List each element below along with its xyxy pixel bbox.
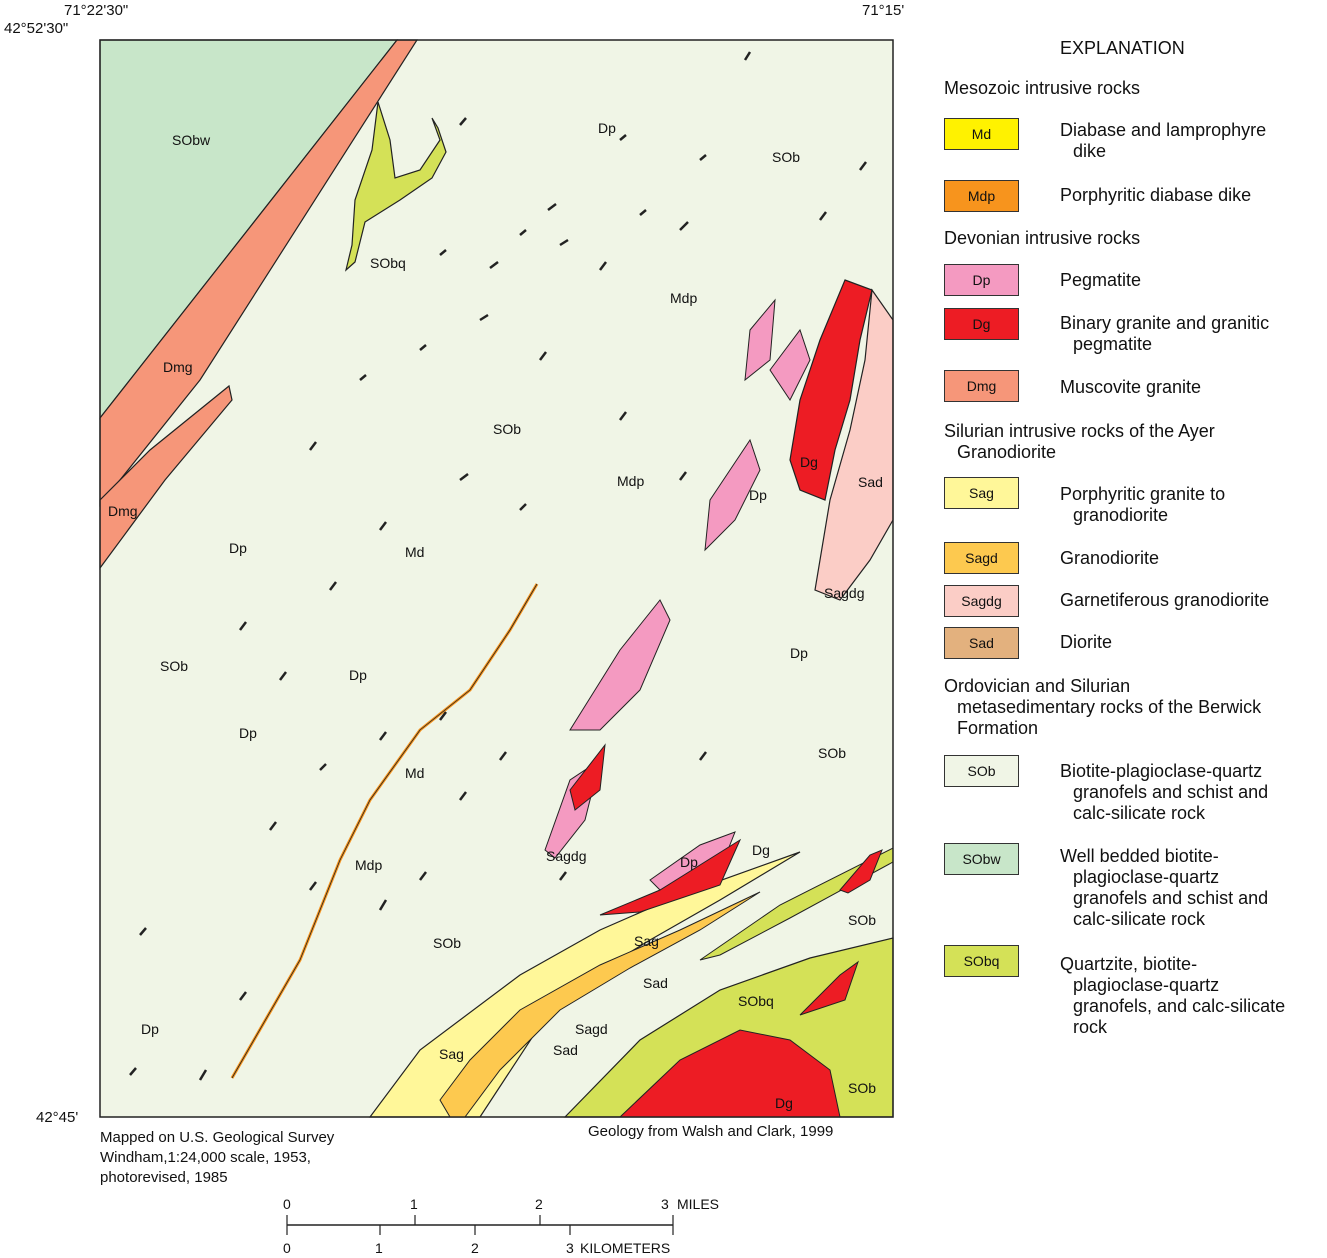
legend-swatch-sag: Sag [944, 477, 1019, 509]
label-sobq: SObq [370, 255, 406, 271]
legend-desc-md: Diabase and lamprophyre dike [1060, 120, 1267, 161]
label-sob: SOb [493, 421, 521, 437]
legend-group-ordovician: Ordovician and Silurian metasedimentary … [944, 676, 1262, 738]
unit-dp-area [744, 298, 776, 382]
label-md: Md [405, 765, 424, 781]
scale-km-3: 3 [566, 1240, 574, 1256]
legend-desc-dmg: Muscovite granite [1060, 377, 1202, 397]
label-sag: Sag [439, 1046, 464, 1062]
legend-desc-mdp: Porphyritic diabase dike [1060, 185, 1252, 205]
label-sob: SOb [433, 935, 461, 951]
map-border [99, 39, 894, 1118]
label-mdp: Mdp [670, 290, 697, 306]
label-sob: SOb [818, 745, 846, 761]
legend-swatch-sagdg: Sagdg [944, 585, 1019, 617]
scale-miles-unit: MILES [677, 1196, 720, 1212]
label-sobq: SObq [738, 993, 774, 1009]
label-dp: Dp [680, 854, 698, 870]
label-dmg: Dmg [108, 503, 138, 519]
legend-swatch-sad: Sad [944, 627, 1019, 659]
geology-credit: Geology from Walsh and Clark, 1999 [588, 1123, 834, 1140]
legend-swatch-dg: Dg [944, 308, 1019, 340]
unit-dg-area [789, 279, 873, 501]
scale-mile-1: 1 [410, 1196, 418, 1212]
unit-dp-area-3 [569, 599, 671, 731]
legend-desc-sag: Porphyritic granite to granodiorite [1060, 484, 1226, 525]
geologic-map: SObw SOb SOb SOb SOb SOb SOb SOb SObq SO… [99, 39, 894, 1118]
label-mdp: Mdp [355, 857, 382, 873]
label-dp: Dp [229, 540, 247, 556]
label-sob: SOb [848, 1080, 876, 1096]
legend-desc-sagdg: Garnetiferous granodiorite [1060, 590, 1270, 610]
label-dmg: Dmg [163, 359, 193, 375]
unit-dg-lens-4 [799, 960, 859, 1016]
coord-top-left-lon: 71°22'30" [64, 2, 129, 19]
legend-group-mesozoic: Mesozoic intrusive rocks [944, 78, 1141, 98]
scale-mile-3: 3 [661, 1196, 669, 1212]
legend-desc-sobw: Well bedded biotite-plagioclase-quartz gr… [1060, 846, 1269, 929]
label-sad: Sad [553, 1042, 578, 1058]
legend-swatch-sobw: SObw [944, 843, 1019, 875]
legend-title: EXPLANATION [1060, 38, 1185, 58]
legend-swatch-dmg: Dmg [944, 370, 1019, 402]
scale-km-0: 0 [283, 1240, 291, 1256]
legend-desc-dp: Pegmatite [1060, 270, 1142, 290]
label-dp: Dp [239, 725, 257, 741]
base-map-credit: Mapped on U.S. Geological Survey Windham… [100, 1129, 335, 1186]
scale-mile-0: 0 [283, 1196, 291, 1212]
coord-top-left-lat: 42°52'30" [4, 20, 69, 37]
dike-marks [129, 51, 867, 1081]
coord-bottom-left-lat: 42°45' [36, 1109, 79, 1126]
label-sagd: Sagd [575, 1021, 608, 1037]
label-dp: Dp [790, 645, 808, 661]
legend-desc-sad: Diorite [1060, 632, 1113, 652]
label-dp: Dp [598, 120, 616, 136]
unit-dp-area-2 [704, 438, 761, 552]
unit-dg-lens-5 [839, 849, 883, 894]
label-sag: Sag [634, 933, 659, 949]
scale-km-1: 1 [375, 1240, 383, 1256]
unit-dg-lens [569, 743, 606, 811]
label-md: Md [405, 544, 424, 560]
legend-swatch-dp: Dp [944, 264, 1019, 296]
label-dg: Dg [752, 842, 770, 858]
legend-swatch-sob: SOb [944, 755, 1019, 787]
legend-group-silurian: Silurian intrusive rocks of the Ayer Gra… [944, 421, 1215, 462]
scale-bar [286, 1215, 674, 1235]
legend-desc-sagd: Granodiorite [1060, 548, 1160, 568]
legend-group-devonian: Devonian intrusive rocks [944, 228, 1141, 248]
legend-swatch-sagd: Sagd [944, 542, 1019, 574]
label-dp: Dp [749, 487, 767, 503]
label-sad: Sad [643, 975, 668, 991]
label-sagdg: Sagdg [824, 585, 864, 601]
legend-swatch-md: Md [944, 118, 1019, 150]
coord-top-right-lon: 71°15' [862, 2, 905, 19]
label-sob: SOb [848, 912, 876, 928]
legend-desc-sob: Biotite-plagioclase-quartz granofels and … [1060, 761, 1269, 823]
scale-km-unit: KILOMETERS [580, 1240, 671, 1256]
label-dg: Dg [775, 1095, 793, 1111]
label-dp: Dp [349, 667, 367, 683]
legend-desc-dg: Binary granite and granitic pegmatite [1060, 313, 1270, 354]
label-sobw: SObw [172, 132, 211, 148]
label-sad: Sad [858, 474, 883, 490]
legend-swatch-mdp: Mdp [944, 180, 1019, 212]
unit-sobq-dike [344, 101, 447, 272]
legend-swatch-sobq: SObq [944, 945, 1019, 977]
label-mdp: Mdp [617, 473, 644, 489]
label-sob: SOb [160, 658, 188, 674]
scale-mile-2: 2 [535, 1196, 543, 1212]
unit-dp-area-6 [769, 328, 811, 401]
label-dg: Dg [800, 454, 818, 470]
legend-desc-sobq: Quartzite, biotite-plagioclase-quartz gra… [1060, 954, 1286, 1037]
label-sob: SOb [772, 149, 800, 165]
label-dp: Dp [141, 1021, 159, 1037]
scale-km-2: 2 [471, 1240, 479, 1256]
unit-dg-lens-2 [599, 838, 742, 916]
label-sagdg: Sagdg [546, 848, 586, 864]
